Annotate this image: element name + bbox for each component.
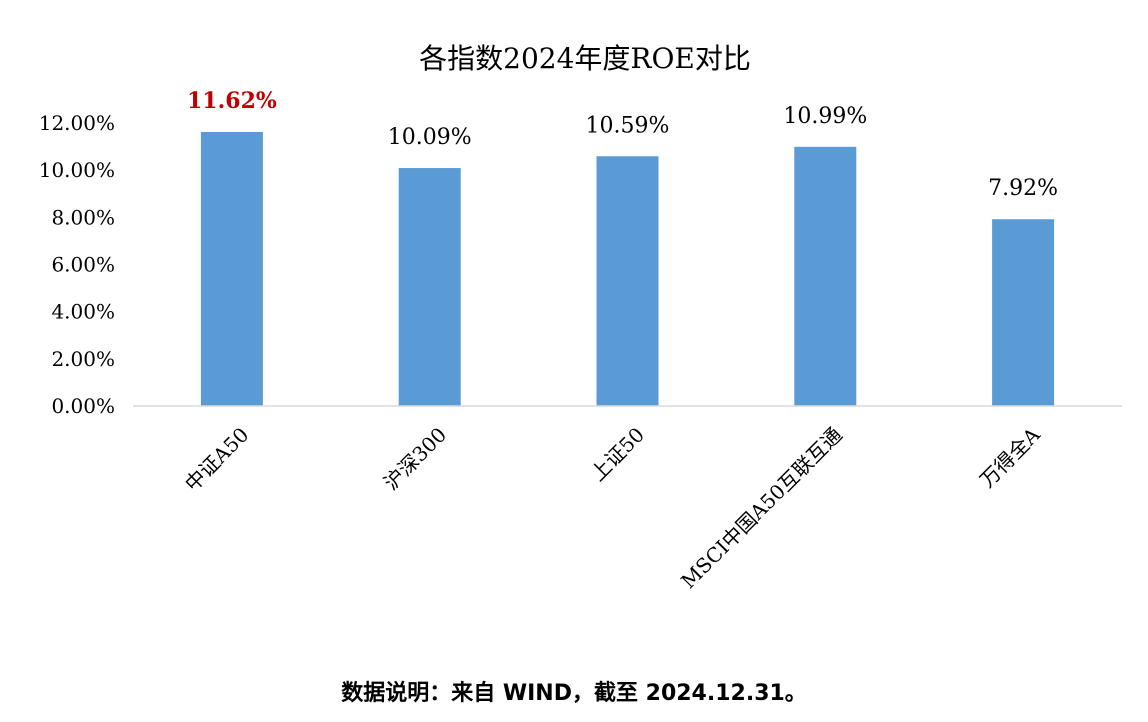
category-label: MSCI中国A50互联互通: [676, 423, 847, 594]
data-source-note: 数据说明：来自 WIND，截至 2024.12.31。: [341, 681, 807, 706]
y-tick-label: 8.00%: [51, 205, 115, 229]
category-label: 沪深300: [379, 423, 451, 495]
y-tick-label: 0.00%: [51, 394, 115, 418]
bar: [398, 168, 461, 406]
y-tick-label: 12.00%: [39, 111, 115, 135]
bar: [794, 146, 857, 407]
bar: [992, 219, 1055, 406]
data-label: 10.09%: [388, 125, 472, 150]
data-labels: 11.62% 10.09% 10.59% 10.99% 7.92%: [187, 88, 1058, 201]
category-labels: 中证A50 沪深300 上证50 MSCI中国A50互联互通 万得全A: [180, 422, 1045, 593]
y-tick-label: 2.00%: [51, 347, 115, 371]
bars: [200, 131, 1055, 407]
bar: [200, 131, 263, 406]
y-tick-label: 10.00%: [39, 158, 115, 182]
y-tick-label: 6.00%: [51, 253, 115, 277]
y-axis-ticks: 0.00% 2.00% 4.00% 6.00% 8.00% 10.00% 12.00%: [39, 111, 115, 418]
category-label: 中证A50: [180, 423, 253, 496]
y-tick-label: 4.00%: [51, 300, 115, 324]
category-label: 万得全A: [975, 422, 1045, 492]
category-label: 上证50: [586, 423, 649, 486]
bar: [596, 156, 659, 406]
data-label: 7.92%: [988, 176, 1058, 201]
chart-title: 各指数2024年度ROE对比: [419, 42, 751, 75]
data-label: 10.99%: [783, 104, 867, 129]
data-label: 11.62%: [187, 88, 277, 114]
data-label: 10.59%: [586, 113, 670, 138]
